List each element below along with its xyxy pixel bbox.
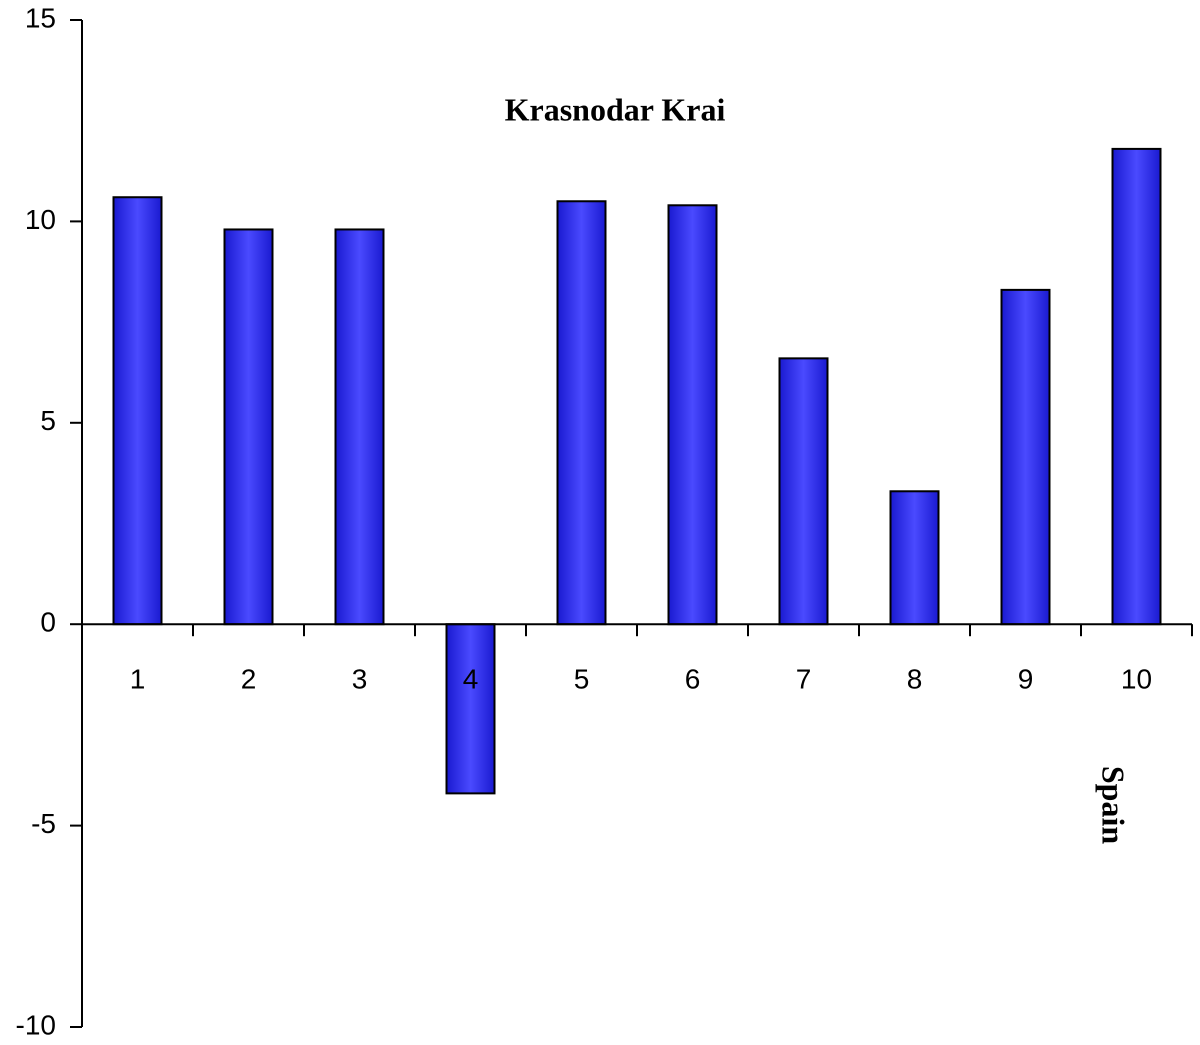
x-tick-label: 5	[574, 664, 590, 695]
bar	[1000, 288, 1051, 626]
y-tick-label: 5	[40, 405, 56, 436]
bar	[445, 623, 496, 795]
x-tick-label: 7	[796, 664, 812, 695]
bar	[334, 228, 385, 626]
y-tick-label: -10	[16, 1009, 56, 1040]
x-tick-label: 6	[685, 664, 701, 695]
y-tick-label: 0	[40, 607, 56, 638]
bar	[778, 357, 829, 626]
x-tick-label: 3	[352, 664, 368, 695]
bar	[889, 490, 940, 626]
bar	[667, 204, 718, 626]
bar	[112, 196, 163, 626]
x-tick-label: 2	[241, 664, 257, 695]
y-tick-label: 15	[25, 2, 56, 33]
bar	[223, 228, 274, 626]
x-tick-label: 9	[1018, 664, 1034, 695]
x-axis-label: Spain	[1096, 766, 1132, 844]
x-tick-label: 8	[907, 664, 923, 695]
x-tick-label: 1	[130, 664, 146, 695]
x-tick-label: 10	[1121, 664, 1152, 695]
y-tick-label: 10	[25, 204, 56, 235]
x-tick-label: 4	[463, 664, 479, 695]
bar	[556, 200, 607, 626]
chart-title: Krasnodar Krai	[505, 91, 726, 127]
bar	[1111, 147, 1162, 626]
y-tick-label: -5	[31, 808, 56, 839]
